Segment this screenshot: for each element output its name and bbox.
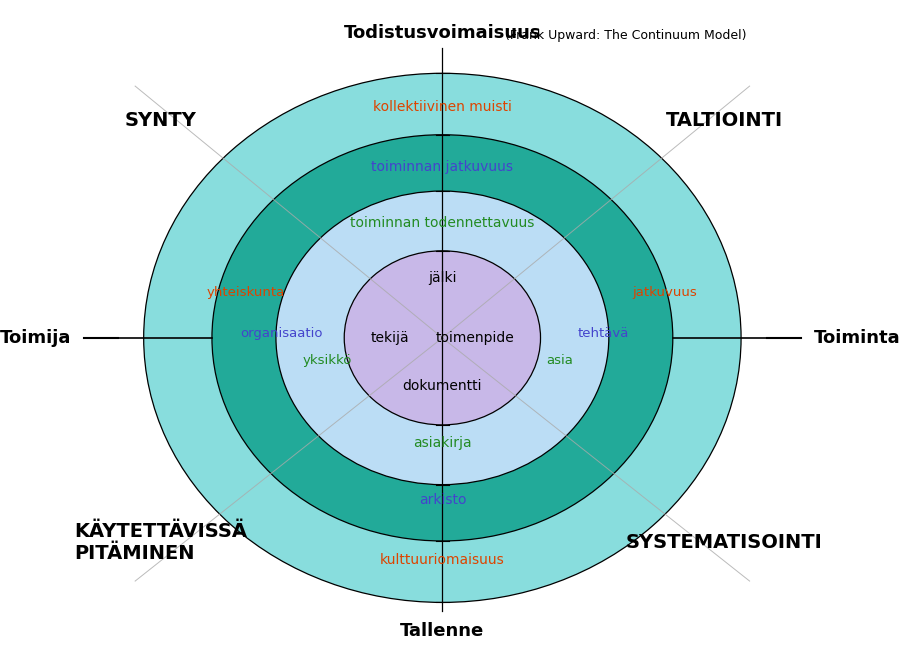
Text: (Frank Upward: The Continuum Model): (Frank Upward: The Continuum Model) [505,29,747,42]
Text: dokumentti: dokumentti [402,379,482,394]
Text: tekijä: tekijä [370,331,409,345]
Text: SYNTY: SYNTY [125,111,197,130]
Text: asia: asia [546,355,573,367]
Text: KÄYTETTÄVISSÄ
PITÄMINEN: KÄYTETTÄVISSÄ PITÄMINEN [74,522,248,563]
Ellipse shape [276,191,608,485]
Text: arkisto: arkisto [418,493,466,507]
Text: TALTIOINTI: TALTIOINTI [665,111,783,130]
Text: SYSTEMATISOINTI: SYSTEMATISOINTI [626,533,823,552]
Text: yhteiskunta: yhteiskunta [207,286,285,299]
Text: toimenpide: toimenpide [436,331,514,345]
Text: asiakirja: asiakirja [413,436,472,450]
Text: jälki: jälki [428,271,456,285]
Text: Toimija: Toimija [0,329,71,347]
Text: Todistusvoimaisuus: Todistusvoimaisuus [344,24,541,42]
Text: kulttuuriomaisuus: kulttuuriomaisuus [380,553,505,567]
Text: organisaatio: organisaatio [240,327,323,340]
Text: toiminnan todennettavuus: toiminnan todennettavuus [350,215,535,229]
Ellipse shape [344,251,541,425]
Ellipse shape [212,135,673,541]
Text: Tallenne: Tallenne [400,622,484,640]
Text: kollektiivinen muisti: kollektiivinen muisti [373,100,512,115]
Text: jatkuvuus: jatkuvuus [632,286,697,299]
Text: yksikkö: yksikkö [302,355,352,367]
Text: toiminnan jatkuvuus: toiminnan jatkuvuus [372,160,513,174]
Ellipse shape [144,74,741,603]
Text: tehtävä: tehtävä [577,327,628,340]
Text: Toiminta: Toiminta [814,329,900,347]
